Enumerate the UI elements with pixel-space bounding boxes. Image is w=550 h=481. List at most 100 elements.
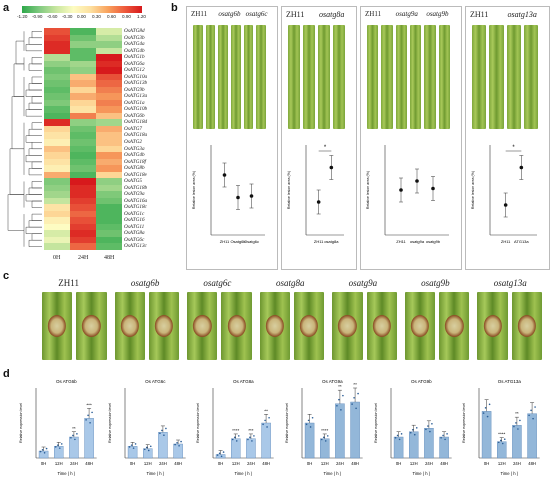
heatmap-cell (70, 60, 97, 68)
replicate-point (532, 417, 535, 420)
genotype-label: ZH11 (365, 10, 382, 18)
x-tick-label: 24H (159, 461, 167, 466)
replicate-point (76, 433, 78, 435)
heatmap-row-label: OsATG6a (124, 60, 145, 67)
mean-point (329, 165, 334, 170)
heatmap-cell (70, 197, 97, 205)
replicate-point (264, 419, 267, 422)
replicate-point (162, 434, 165, 437)
significance-mark: **** (321, 428, 328, 433)
leaf-image (404, 292, 436, 360)
heatmap-row-label: OsATG10b (124, 106, 148, 113)
replicate-point (415, 427, 418, 429)
heatmap-row-label: OsATG10a (124, 73, 148, 80)
heatmap-cell (70, 67, 97, 74)
heatmap-row-label: OsATG16 (124, 217, 145, 224)
replicate-point (311, 416, 314, 419)
heatmap-cell (96, 112, 123, 120)
leaf-image (288, 25, 300, 129)
replicate-point (253, 435, 256, 437)
replicate-point (502, 442, 504, 445)
leaf-image (332, 292, 363, 360)
heatmap-panel: -1.20 -0.90 -0.60 -0.30 0.00 0.30 0.60 0.90 1.20… (0, 0, 168, 270)
heatmap-row-label: OsATG4b (124, 152, 145, 159)
heatmap-row-label: OsATG18c (124, 204, 147, 211)
leaf-image (294, 292, 325, 360)
heatmap-cell (44, 165, 71, 172)
heatmap-cell (70, 243, 97, 251)
expression-bar (84, 418, 94, 459)
expression-bar-chart: Os ATG6c Relative expression level Time ( … (108, 379, 186, 476)
heatmap-cell (70, 80, 97, 88)
heatmap-row-label: OsATG18e (124, 171, 147, 178)
heatmap-cell (44, 178, 71, 185)
heatmap-cell (96, 243, 123, 251)
x-tick-label: 0H (41, 461, 46, 466)
replicate-point (132, 447, 135, 449)
genotype-label: ZH11 (58, 278, 79, 288)
legend-tick-label: 0.60 (107, 14, 116, 19)
replicate-point (85, 419, 87, 421)
phenotype-group-box: ZH11 osatg6b osatg6c Relative lesion area (… (186, 6, 278, 270)
heatmap-cell (44, 125, 71, 133)
heatmap-row-label: OsATG18d (124, 119, 148, 126)
y-axis-label: Relative expression level (19, 403, 23, 443)
expression-bar (320, 438, 330, 459)
expression-bar (408, 431, 419, 459)
replicate-point (41, 449, 44, 451)
x-tick-label: 12H (321, 461, 329, 466)
heatmap-row-label: OsATG3a (124, 145, 145, 152)
lesion-spot (372, 315, 391, 337)
replicate-point (219, 452, 221, 455)
heatmap-cell (70, 204, 97, 212)
replicate-point (268, 416, 271, 419)
heatmap-row-label: OsATG5 (124, 178, 142, 185)
replicate-point (160, 429, 163, 432)
heatmap-row-label: OsATG8b (124, 165, 145, 172)
x-tick-label: Osatg6c (244, 239, 259, 244)
leaf-image (438, 25, 450, 129)
genotype-label: ZH11 (470, 10, 489, 19)
legend-tick-label: 0.30 (92, 14, 101, 19)
expression-bar (304, 422, 315, 459)
genotype-label: osatg6b (130, 278, 160, 288)
significance-mark: * (324, 145, 327, 151)
heatmap-cell (70, 184, 97, 192)
replicate-point (236, 440, 238, 442)
heatmap-row-label: OsATG13a (124, 93, 148, 100)
heatmap-cell (96, 158, 123, 166)
heatmap-cell (44, 210, 71, 218)
genotype-label: osatg6c (203, 278, 232, 288)
leaf-image (523, 25, 538, 129)
heatmap-row-label: OsATG12 (124, 67, 145, 74)
lesion-spot (483, 315, 502, 337)
mean-point (399, 188, 403, 192)
genotype-label: osatg8a (276, 278, 305, 288)
replicate-point (72, 434, 74, 437)
replicate-point (56, 444, 59, 446)
heatmap-row-label: OsATG8a (124, 230, 145, 237)
heatmap-cell (96, 34, 123, 42)
heatmap-cell (96, 54, 123, 61)
heatmap-cell (96, 80, 123, 88)
replicate-point (54, 446, 57, 448)
heatmap-cell (96, 145, 123, 153)
expression-bar-chart: Os ATG13a Relative expression level Time (… (462, 379, 540, 476)
y-axis-label: Relative expression level (285, 403, 289, 443)
leaf-image (114, 292, 145, 360)
heatmap-row-label: OsATG7 (124, 125, 142, 132)
leaf-image (366, 292, 397, 360)
heatmap-cell (96, 139, 123, 146)
panel-letter-b: b (171, 2, 178, 14)
leaf-image (410, 25, 422, 129)
heatmap-cell (70, 171, 97, 179)
x-tick-label: 24H (425, 461, 433, 466)
replicate-point (175, 442, 178, 444)
replicate-point (309, 426, 312, 428)
x-tick-label: ZH11 (501, 239, 511, 244)
expression-bar-chart: Os ATG6b Relative expression level Time ( … (19, 379, 97, 476)
x-tick-label: 24H (336, 461, 344, 466)
mean-point (316, 200, 321, 204)
replicate-point (145, 446, 148, 449)
x-tick-label: 24H (513, 461, 521, 466)
